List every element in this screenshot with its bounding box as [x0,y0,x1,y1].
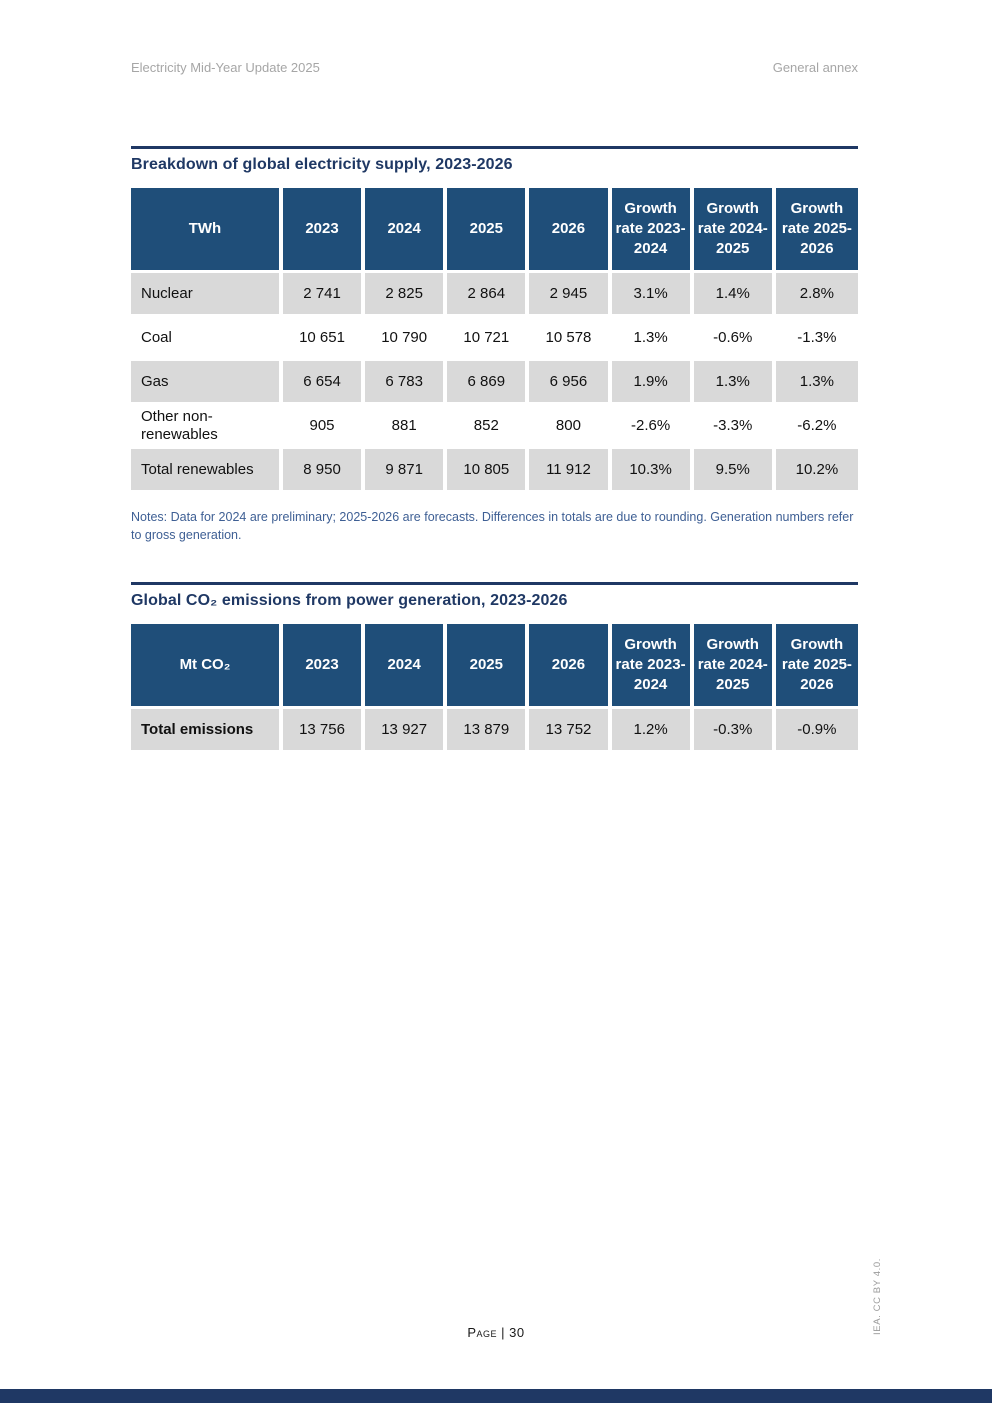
column-header-2026: 2026 [529,188,612,270]
cell-value: 13 752 [529,706,612,750]
table-row-other-nonrenewables: Other non-renewables 905 881 852 800 -2.… [131,402,858,446]
column-header-growth-1: Growth rate 2023-2024 [611,624,694,706]
column-header-2023: 2023 [282,188,366,270]
cell-value: -0.9% [775,706,858,750]
cell-value: 13 756 [282,706,366,750]
row-label: Nuclear [131,270,283,314]
cell-value: 905 [282,402,366,446]
column-header-unit: Mt CO₂ [131,624,283,706]
cell-value: 852 [447,402,530,446]
cell-value: 2.8% [775,270,858,314]
table-row-nuclear: Nuclear 2 741 2 825 2 864 2 945 3.1% 1.4… [131,270,858,314]
table-row-gas: Gas 6 654 6 783 6 869 6 956 1.9% 1.3% 1.… [131,358,858,402]
row-label: Total renewables [131,446,283,490]
supply-table: TWh 2023 2024 2025 2026 Growth rate 2023… [131,188,858,490]
table-notes: Notes: Data for 2024 are preliminary; 20… [131,510,854,542]
row-label: Coal [131,314,283,358]
cell-value: -2.6% [611,402,694,446]
cell-value: 2 945 [529,270,612,314]
footer-bar [0,1389,992,1403]
cell-value: 6 654 [282,358,366,402]
cell-value: 2 741 [282,270,366,314]
column-header-2025: 2025 [447,624,530,706]
cell-value: 11 912 [529,446,612,490]
cell-value: 10 578 [529,314,612,358]
cell-value: -3.3% [693,402,776,446]
cell-value: 1.2% [611,706,694,750]
table-row-total-renewables: Total renewables 8 950 9 871 10 805 11 9… [131,446,858,490]
column-header-2024: 2024 [365,188,448,270]
cell-value: 8 950 [282,446,366,490]
column-header-growth-1: Growth rate 2023-2024 [611,188,694,270]
table-header-row: Mt CO₂ 2023 2024 2025 2026 Growth rate 2… [131,624,858,706]
cell-value: -6.2% [775,402,858,446]
cell-value: 6 869 [447,358,530,402]
cell-value: 10.3% [611,446,694,490]
cell-value: 1.3% [611,314,694,358]
cell-value: 10 651 [282,314,366,358]
supply-table-title: Breakdown of global electricity supply, … [131,156,513,173]
column-header-growth-3: Growth rate 2025-2026 [775,188,858,270]
cell-value: 2 825 [365,270,448,314]
cell-value: 1.3% [693,358,776,402]
cell-value: 881 [365,402,448,446]
running-header-right: General annex [772,60,858,75]
column-header-growth-2: Growth rate 2024-2025 [693,624,776,706]
title-rule [131,146,858,149]
section-co2-emissions: Global CO₂ emissions from power generati… [131,582,858,750]
column-header-unit: TWh [131,188,283,270]
cell-value: 1.9% [611,358,694,402]
column-header-2025: 2025 [447,188,530,270]
row-label: Other non-renewables [131,402,283,446]
column-header-2024: 2024 [365,624,448,706]
cell-value: 2 864 [447,270,530,314]
cell-value: 6 956 [529,358,612,402]
column-header-growth-2: Growth rate 2024-2025 [693,188,776,270]
title-rule [131,582,858,585]
section-electricity-supply: Breakdown of global electricity supply, … [131,146,858,544]
table-row-coal: Coal 10 651 10 790 10 721 10 578 1.3% -0… [131,314,858,358]
emissions-table-title: Global CO₂ emissions from power generati… [131,592,568,609]
table-header-row: TWh 2023 2024 2025 2026 Growth rate 2023… [131,188,858,270]
cell-value: 9 871 [365,446,448,490]
running-header-left: Electricity Mid-Year Update 2025 [131,60,320,75]
cell-value: -1.3% [775,314,858,358]
table-row-total-emissions: Total emissions 13 756 13 927 13 879 13 … [131,706,858,750]
cell-value: 9.5% [693,446,776,490]
row-label: Gas [131,358,283,402]
cell-value: 6 783 [365,358,448,402]
license-credit: IEA. CC BY 4.0. [872,1258,883,1335]
cell-value: 3.1% [611,270,694,314]
column-header-2026: 2026 [529,624,612,706]
cell-value: 1.4% [693,270,776,314]
column-header-growth-3: Growth rate 2025-2026 [775,624,858,706]
cell-value: -0.6% [693,314,776,358]
cell-value: 13 879 [447,706,530,750]
cell-value: 13 927 [365,706,448,750]
cell-value: 1.3% [775,358,858,402]
column-header-2023: 2023 [282,624,366,706]
cell-value: 800 [529,402,612,446]
cell-value: 10.2% [775,446,858,490]
row-label: Total emissions [131,706,283,750]
emissions-table: Mt CO₂ 2023 2024 2025 2026 Growth rate 2… [131,624,858,750]
cell-value: 10 805 [447,446,530,490]
cell-value: -0.3% [693,706,776,750]
cell-value: 10 790 [365,314,448,358]
page-number: Page | 30 [467,1325,525,1340]
cell-value: 10 721 [447,314,530,358]
